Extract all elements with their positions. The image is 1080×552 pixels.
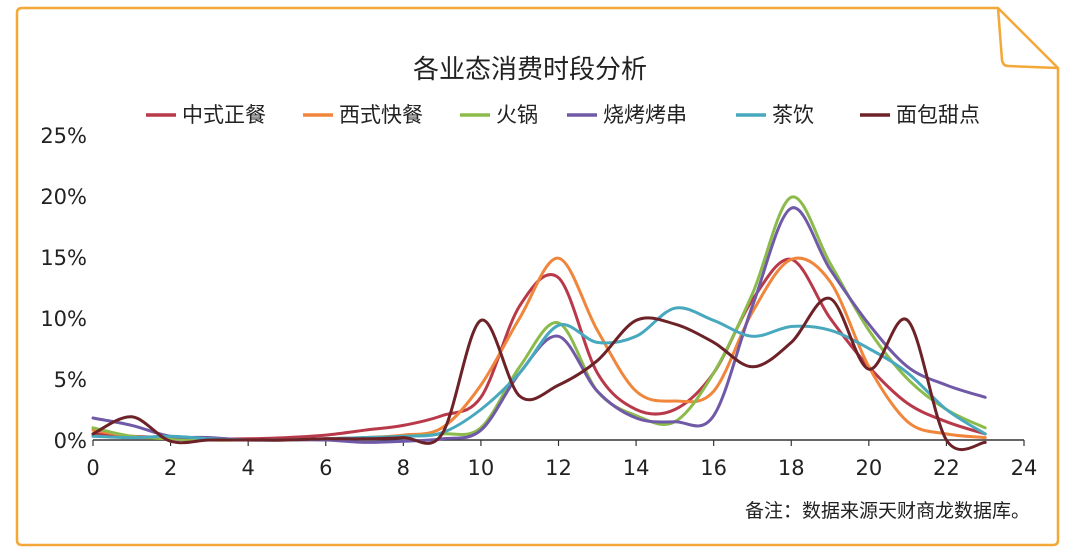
legend-label: 火锅 [496,103,538,127]
frame-border [15,6,1060,547]
x-tick-label: 24 [1011,456,1038,480]
x-tick-label: 2 [164,456,177,480]
chart-title: 各业态消费时段分析 [413,55,647,85]
y-tick-label: 25% [40,124,87,148]
y-axis: 0% 5% 10% 15% 20% 25% [40,124,87,453]
legend-label: 西式快餐 [339,103,423,127]
x-tick-label: 16 [700,456,727,480]
x-tick-label: 4 [241,456,254,480]
legend-label: 中式正餐 [182,103,266,127]
x-axis: 0 2 4 6 8 10 12 14 16 18 20 22 24 [86,439,1038,480]
x-tick-label: 18 [778,456,805,480]
legend: 中式正餐 西式快餐 火锅 烧烤烤串 茶饮 面包甜点 [146,103,980,127]
series-line-6 [91,296,987,452]
y-tick-label: 0% [54,429,87,453]
y-tick-label: 5% [54,368,87,392]
x-tick-label: 0 [86,456,99,480]
x-tick-label: 12 [545,456,572,480]
x-tick-label: 22 [933,456,960,480]
x-tick-label: 20 [855,456,882,480]
legend-label: 面包甜点 [896,103,980,127]
x-tick-label: 8 [397,456,410,480]
x-tick-label: 14 [623,456,650,480]
x-tick-label: 6 [319,456,332,480]
y-tick-label: 20% [40,185,87,209]
x-tick-label: 10 [468,456,495,480]
series-line-3 [91,195,987,442]
frame-folded-corner [996,7,1059,70]
y-tick-label: 15% [40,246,87,270]
legend-label: 烧烤烤串 [603,103,687,127]
source-note: 备注：数据来源天财商龙数据库。 [745,500,1030,522]
y-tick-label: 10% [40,307,87,331]
legend-label: 茶饮 [772,103,814,127]
series-layer [91,195,987,452]
